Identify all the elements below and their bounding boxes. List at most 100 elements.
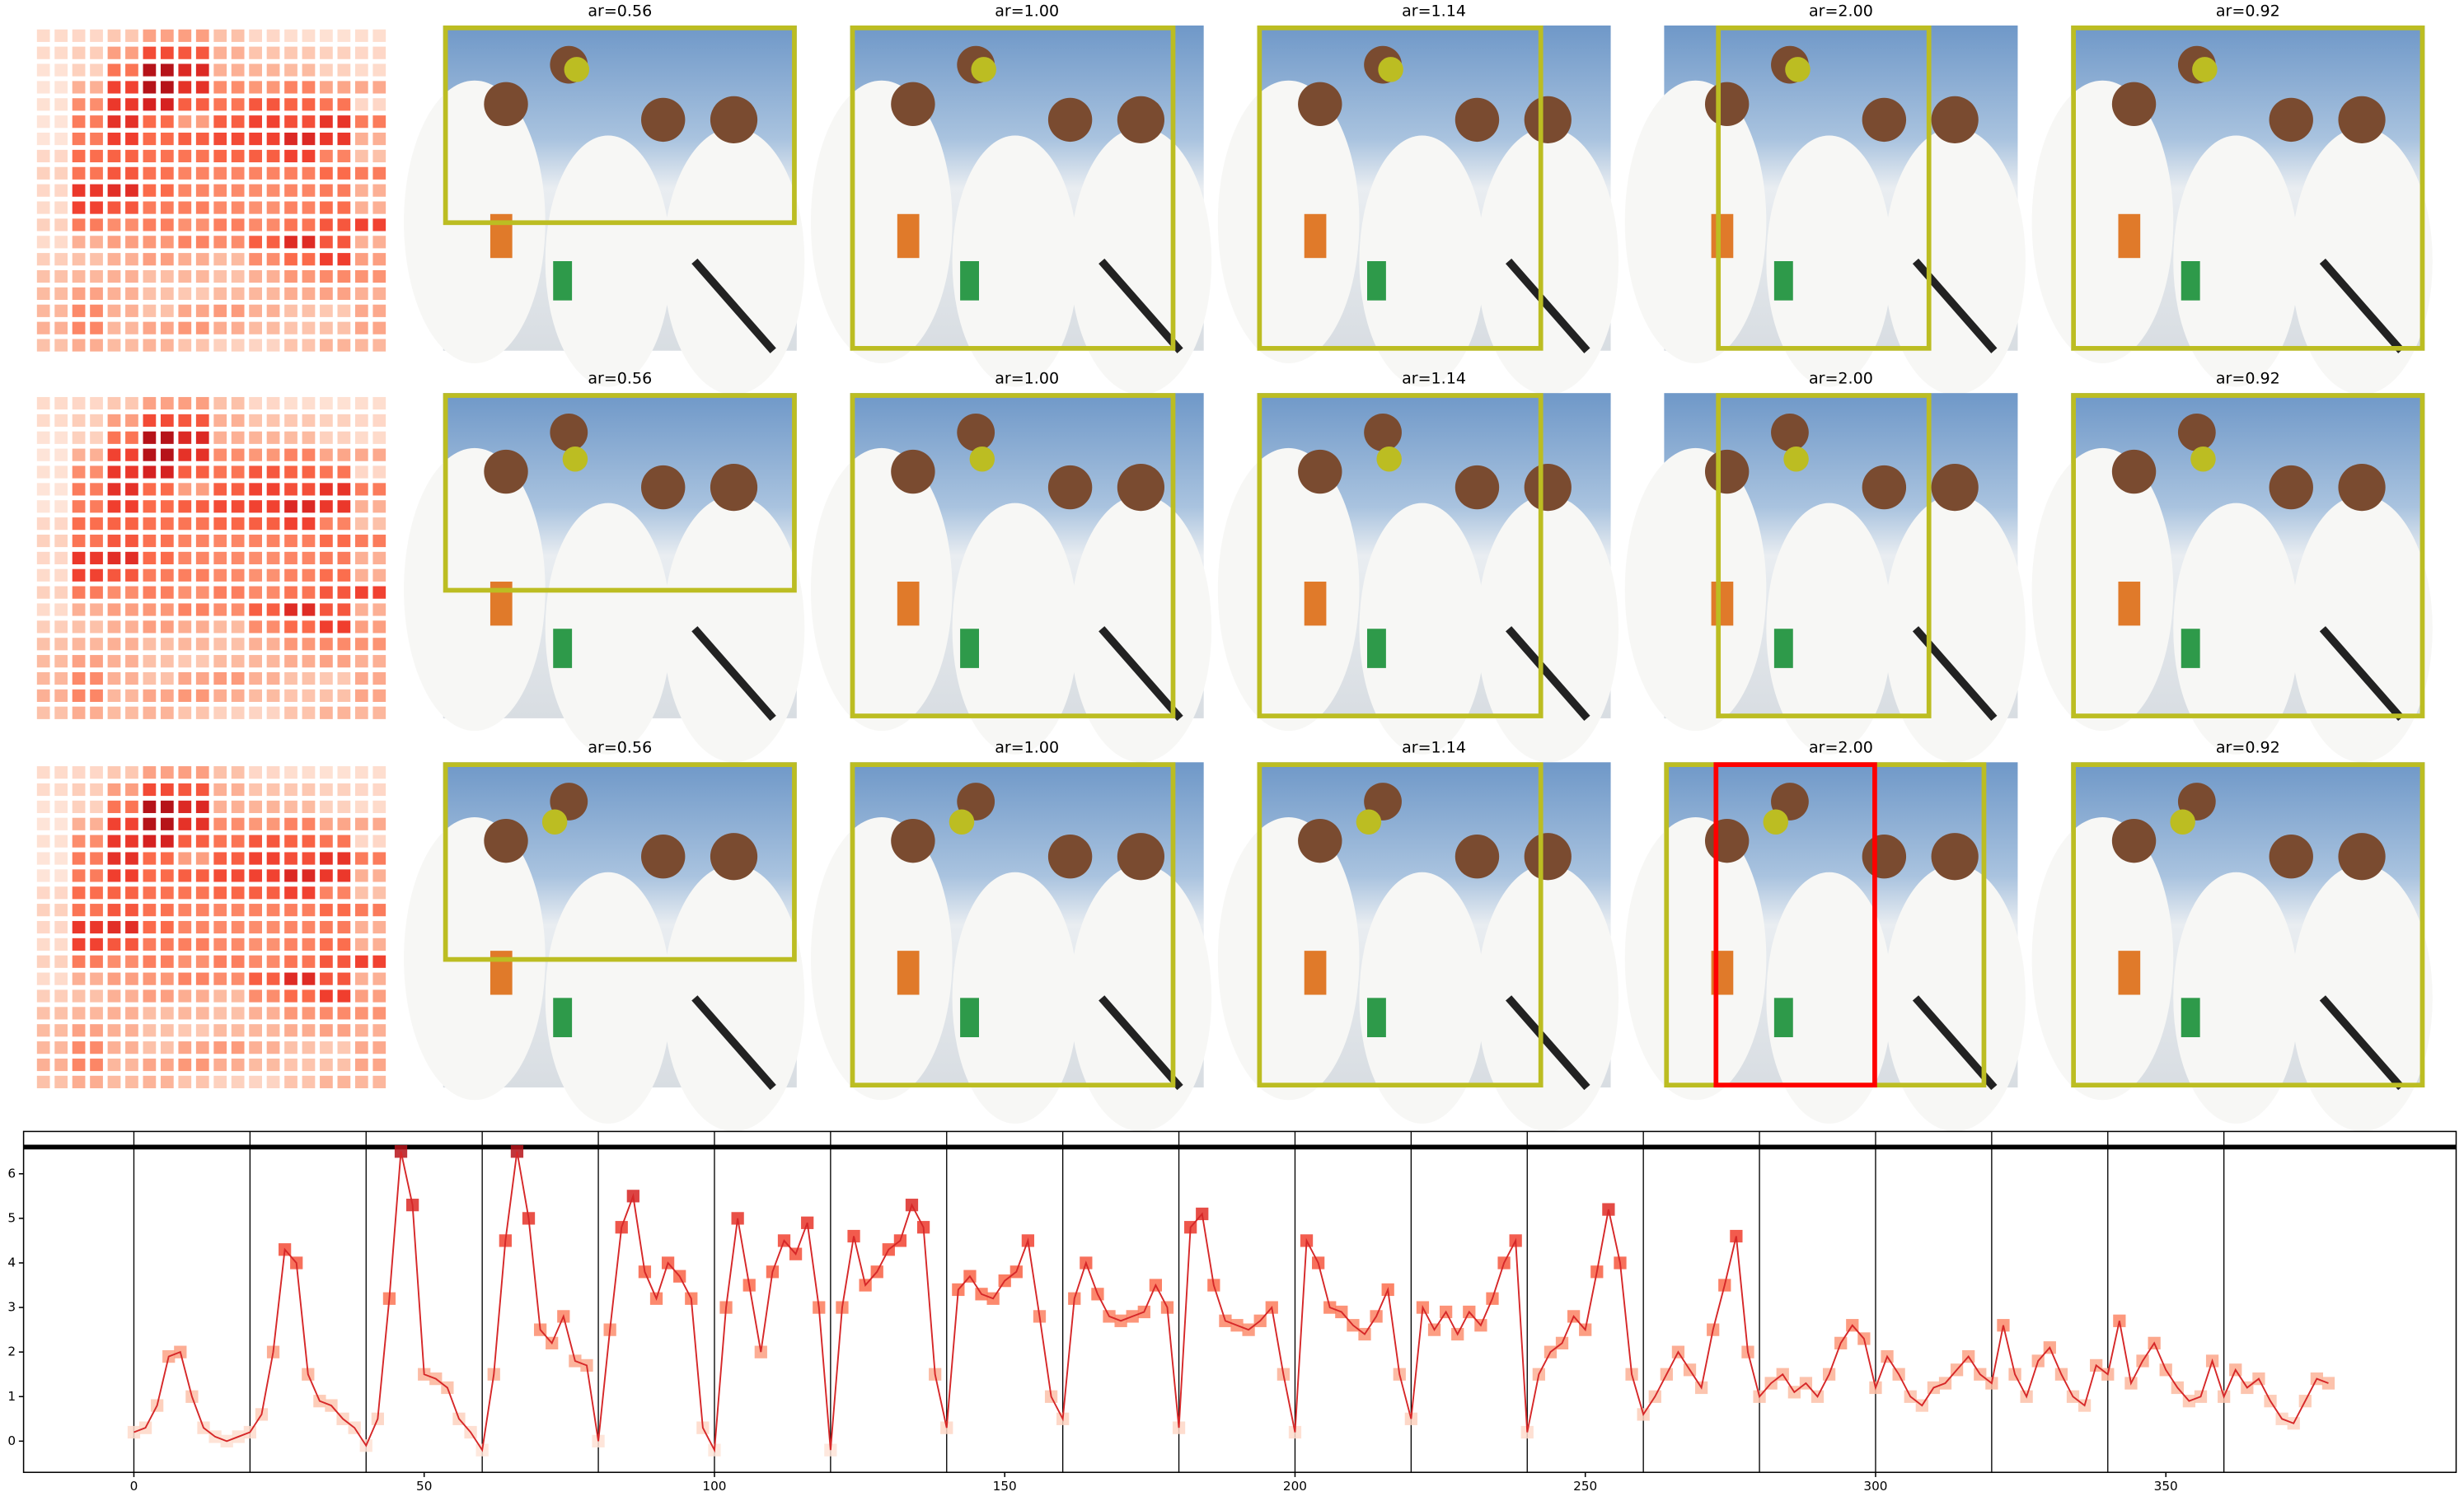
heatmap-cell — [337, 218, 351, 231]
heatmap-cell — [107, 98, 121, 111]
heatmap-cell — [107, 817, 121, 830]
heatmap-cell — [231, 149, 245, 163]
heatmap-cell — [249, 269, 262, 283]
hockey-stick — [691, 626, 776, 722]
heatmap-cell — [249, 783, 262, 797]
heatmap-cell — [284, 29, 297, 42]
panel-title: ar=0.56 — [588, 2, 652, 20]
heatmap-cell — [36, 236, 50, 249]
heatmap-cell — [213, 132, 227, 146]
heatmap-cell — [54, 166, 68, 180]
heatmap-cell — [354, 783, 368, 797]
heatmap-cell — [107, 534, 121, 548]
heatmap-cell — [284, 800, 297, 813]
heatmap-cell — [125, 904, 138, 917]
heatmap-cell — [178, 886, 192, 900]
heatmap-cell — [125, 218, 138, 231]
heatmap-cell — [125, 500, 138, 513]
focus-dot — [541, 809, 568, 835]
heatmap-cell — [72, 1024, 86, 1037]
heatmap-cell — [36, 852, 50, 865]
heatmap-cell — [107, 852, 121, 865]
heatmap-cell — [302, 835, 316, 848]
heatmap-cell — [160, 534, 174, 548]
heatmap-cell — [125, 783, 138, 797]
panel-title: ar=1.00 — [995, 2, 1059, 20]
heatmap-cell — [231, 603, 245, 616]
heatmap-cell — [160, 321, 174, 334]
heatmap-cell — [284, 166, 297, 180]
heatmap-cell — [337, 972, 351, 985]
heatmap-cell — [231, 321, 245, 334]
player-head — [1298, 818, 1342, 863]
heatmap-cell — [125, 236, 138, 249]
heatmap-cell — [125, 551, 138, 564]
heatmap-cell — [54, 835, 68, 848]
heatmap-cell — [195, 886, 209, 900]
heatmap-cell — [372, 431, 386, 444]
heatmap-cell — [125, 800, 138, 813]
heatmap-cell — [107, 620, 121, 634]
heatmap-cell — [231, 448, 245, 461]
heatmap-cell — [160, 800, 174, 813]
heatmap-cell — [90, 46, 103, 59]
heatmap-cell — [143, 414, 157, 427]
heatmap-cell — [178, 766, 192, 779]
heatmap-cell — [160, 218, 174, 231]
heatmap-cell — [54, 448, 68, 461]
heatmap-cell — [125, 568, 138, 582]
heatmap-cell — [160, 938, 174, 951]
heatmap-cell — [195, 938, 209, 951]
heatmap-cell — [320, 166, 333, 180]
heatmap-cell — [178, 287, 192, 301]
heatmap-cell — [337, 287, 351, 301]
heatmap-cell — [284, 689, 297, 702]
heatmap-cell — [107, 184, 121, 197]
heatmap-cell — [195, 218, 209, 231]
heatmap-cell — [354, 465, 368, 479]
heatmap-cell — [160, 166, 174, 180]
heatmap-cell — [249, 81, 262, 94]
heatmap-cell — [231, 115, 245, 129]
heatmap-cell — [302, 920, 316, 934]
heatmap-cell — [249, 29, 262, 42]
hockey-stick — [1098, 995, 1183, 1091]
heatmap-cell — [337, 551, 351, 564]
heatmap-cell — [302, 706, 316, 719]
player-body — [2291, 495, 2433, 763]
hockey-stick — [1506, 626, 1590, 722]
heatmap-cell — [372, 236, 386, 249]
heatmap-cell — [266, 817, 280, 830]
heatmap-cell — [72, 835, 86, 848]
heatmap-cell — [266, 218, 280, 231]
heatmap-cell — [54, 655, 68, 668]
heatmap-cell — [107, 431, 121, 444]
player-body — [2173, 872, 2299, 1124]
heatmap-cell — [284, 766, 297, 779]
heatmap-cell — [266, 689, 280, 702]
player-head — [2269, 97, 2313, 143]
heatmap-cell — [249, 972, 262, 985]
heatmap-cell — [125, 869, 138, 882]
heatmap-cell — [354, 852, 368, 865]
heatmap-cell — [160, 132, 174, 146]
heatmap-cell — [54, 414, 68, 427]
heatmap-cell — [337, 448, 351, 461]
heatmap-cell — [372, 166, 386, 180]
heatmap-cell — [72, 817, 86, 830]
x-tick-label: 100 — [702, 1479, 726, 1494]
heatmap-cell — [354, 568, 368, 582]
heatmap-cell — [107, 586, 121, 599]
y-tick-label: 6 — [7, 1166, 16, 1181]
heatmap-cell — [372, 517, 386, 531]
heatmap-cell — [320, 269, 333, 283]
heatmap-cell — [320, 869, 333, 882]
heatmap-cell — [231, 218, 245, 231]
y-tick-label: 5 — [7, 1210, 16, 1225]
heatmap-cell — [90, 201, 103, 214]
photo-panel — [404, 393, 805, 763]
heatmap-cell — [125, 431, 138, 444]
heatmap-cell — [231, 304, 245, 317]
heatmap-cell — [107, 1024, 121, 1037]
player-head — [1117, 833, 1165, 881]
